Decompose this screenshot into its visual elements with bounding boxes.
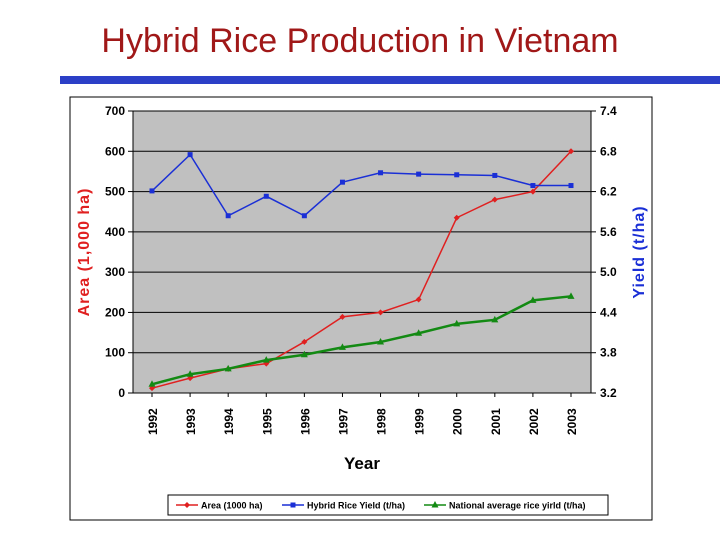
data-point-hybrid-rice-yield-t-ha bbox=[187, 152, 193, 158]
data-point-national-average-rice-yirld-t-ha bbox=[491, 315, 499, 323]
data-point-national-average-rice-yirld-t-ha bbox=[262, 356, 270, 363]
data-point-area-1000-ha bbox=[491, 196, 498, 203]
right-axis-tick-label: 3.2 bbox=[600, 386, 617, 400]
x-axis-tick-label: 1994 bbox=[222, 408, 236, 435]
right-axis-title: Yield (t/ha) bbox=[631, 205, 648, 298]
data-point-hybrid-rice-yield-t-ha bbox=[416, 171, 422, 177]
x-axis-title: Year bbox=[344, 454, 380, 473]
series-line-national-average-rice-yirld-t-ha bbox=[151, 295, 572, 386]
data-point-hybrid-rice-yield-t-ha bbox=[301, 213, 307, 219]
data-point-national-average-rice-yirld-t-ha bbox=[453, 319, 461, 327]
legend-box bbox=[167, 494, 609, 516]
data-point-hybrid-rice-yield-t-ha bbox=[263, 193, 269, 199]
data-point-hybrid-rice-yield-t-ha bbox=[339, 179, 345, 185]
x-axis-tick-label: 2000 bbox=[451, 408, 465, 435]
data-point-national-average-rice-yirld-t-ha bbox=[300, 350, 308, 358]
left-axis-title: Area (1,000 ha) bbox=[76, 188, 93, 317]
data-point-national-average-rice-yirld-t-ha bbox=[148, 380, 156, 387]
data-point-hybrid-rice-yield-t-ha bbox=[149, 188, 155, 194]
left-axis-tick-label: 0 bbox=[118, 386, 125, 400]
data-point-national-average-rice-yirld-t-ha bbox=[338, 343, 346, 350]
legend: Area (1000 ha) Hybrid Rice Yield (t/ha) Na… bbox=[176, 501, 586, 511]
data-point-national-average-rice-yirld-t-ha bbox=[224, 364, 232, 372]
right-axis-tick-label: 4.4 bbox=[600, 305, 617, 319]
x-axis-tick-label: 1993 bbox=[184, 408, 198, 435]
x-axis-tick-label: 2001 bbox=[489, 408, 503, 435]
right-axis-tick-label: 5.6 bbox=[600, 225, 617, 239]
data-point-area-1000-ha bbox=[529, 188, 536, 195]
right-axis-tick-label: 6.2 bbox=[600, 185, 617, 199]
series-line-hybrid-rice-yield-t-ha bbox=[151, 153, 571, 217]
plot-area bbox=[132, 110, 592, 394]
legend-label-national-average-rice-yirld-t-ha: National average rice yirld (t/ha) bbox=[449, 501, 586, 511]
left-axis-tick-label: 200 bbox=[105, 305, 125, 319]
x-axis-tick-label: 2002 bbox=[527, 408, 541, 435]
data-point-hybrid-rice-yield-t-ha bbox=[454, 172, 460, 178]
data-point-national-average-rice-yirld-t-ha bbox=[186, 370, 194, 377]
data-point-hybrid-rice-yield-t-ha bbox=[225, 213, 231, 219]
left-axis-tick-label: 100 bbox=[105, 346, 125, 360]
data-point-area-1000-ha bbox=[301, 338, 308, 345]
x-axis-tick-label: 2003 bbox=[565, 408, 579, 435]
data-point-area-1000-ha bbox=[339, 313, 346, 320]
data-point-national-average-rice-yirld-t-ha bbox=[415, 329, 423, 336]
legend-label-hybrid-rice-yield-t-ha: Hybrid Rice Yield (t/ha) bbox=[307, 501, 405, 511]
data-point-national-average-rice-yirld-t-ha bbox=[567, 292, 575, 299]
axes: 0 3.2 100 3.8 200 4.4 300 5.0 400 5.6 500 6.2 600 6.8… bbox=[105, 104, 617, 435]
legend-marker-area-1000-ha bbox=[184, 502, 190, 508]
right-axis-tick-label: 7.4 bbox=[600, 104, 617, 118]
data-series bbox=[148, 148, 575, 392]
legend-marker-hybrid-rice-yield-t-ha bbox=[290, 502, 296, 508]
data-point-hybrid-rice-yield-t-ha bbox=[378, 170, 384, 176]
title-divider bbox=[60, 76, 720, 84]
left-axis-tick-label: 400 bbox=[105, 225, 125, 239]
data-point-area-1000-ha bbox=[568, 148, 574, 155]
data-point-hybrid-rice-yield-t-ha bbox=[568, 183, 574, 189]
x-axis-tick-label: 1995 bbox=[260, 408, 274, 435]
data-point-hybrid-rice-yield-t-ha bbox=[492, 172, 498, 178]
x-axis-tick-label: 1998 bbox=[375, 408, 389, 435]
x-axis-tick-label: 1992 bbox=[146, 408, 160, 435]
left-axis-tick-label: 300 bbox=[105, 265, 125, 279]
data-point-area-1000-ha bbox=[453, 214, 460, 221]
data-point-national-average-rice-yirld-t-ha bbox=[377, 337, 385, 345]
left-axis-tick-label: 600 bbox=[105, 144, 125, 158]
gridlines bbox=[133, 110, 591, 354]
legend-label-area-1000-ha: Area (1000 ha) bbox=[201, 501, 263, 511]
right-axis-tick-label: 3.8 bbox=[600, 346, 617, 360]
right-axis-tick-label: 5.0 bbox=[600, 265, 617, 279]
left-axis-tick-label: 700 bbox=[105, 104, 125, 118]
left-axis-tick-label: 500 bbox=[105, 185, 125, 199]
data-point-area-1000-ha bbox=[415, 296, 422, 303]
slide-title: Hybrid Rice Production in Vietnam bbox=[101, 22, 619, 60]
x-axis-tick-label: 1997 bbox=[336, 408, 350, 435]
data-point-area-1000-ha bbox=[377, 309, 384, 316]
x-axis-tick-label: 1996 bbox=[298, 408, 312, 435]
data-point-hybrid-rice-yield-t-ha bbox=[530, 183, 536, 189]
data-point-national-average-rice-yirld-t-ha bbox=[529, 296, 537, 303]
legend-marker-national-average-rice-yirld-t-ha bbox=[431, 501, 439, 508]
right-axis-tick-label: 6.8 bbox=[600, 144, 617, 158]
x-axis-tick-label: 1999 bbox=[413, 408, 427, 435]
